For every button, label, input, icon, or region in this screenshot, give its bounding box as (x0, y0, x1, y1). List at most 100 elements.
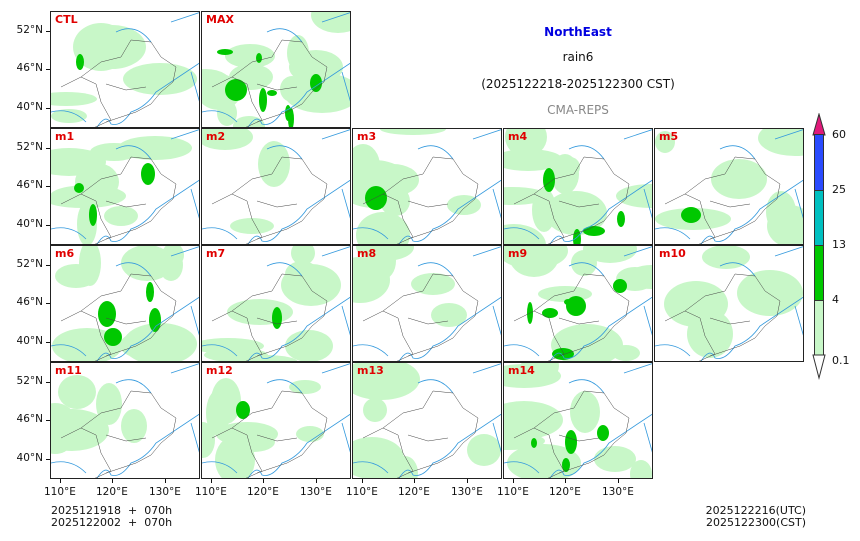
colorbar-label: 25 (832, 183, 846, 196)
colorbar-0.1-4 (814, 300, 824, 356)
model-title: CMA-REPS (547, 103, 609, 117)
x-tick-label: 120°E (549, 486, 581, 498)
rain-area-light (51, 438, 69, 454)
map (353, 129, 501, 244)
y-tick (46, 148, 50, 149)
ensemble-map-panel: m11 (50, 362, 200, 479)
panel-label: CTL (55, 13, 78, 26)
rain-area-heavy (74, 183, 84, 193)
map (51, 12, 199, 127)
x-tick (263, 479, 264, 483)
province-borders (211, 39, 328, 127)
ensemble-map-panel: MAX (201, 11, 351, 128)
rain-area-heavy (225, 79, 247, 101)
rain-area-heavy (562, 458, 570, 472)
rain-area-light (507, 444, 581, 478)
rain-area-light (612, 345, 640, 361)
x-tick-label: 130°E (451, 486, 483, 498)
y-tick-label: 52°N (16, 375, 43, 387)
init-cst: 2025122002 + 070h (51, 516, 173, 529)
colorbar-4-13 (814, 245, 824, 301)
coastline (202, 246, 350, 361)
rain-area-heavy (542, 308, 558, 318)
y-tick-label: 52°N (16, 141, 43, 153)
rain-area-heavy (617, 211, 625, 227)
province-borders (211, 156, 328, 244)
rain-area-light (123, 323, 197, 361)
rain-area-light (758, 129, 803, 156)
ensemble-map-panel: m13 (352, 362, 502, 479)
x-tick (165, 479, 166, 483)
province-borders (60, 390, 177, 478)
province-borders (513, 273, 630, 361)
rain-area-light (545, 191, 607, 235)
ensemble-map-panel: m8 (352, 245, 502, 362)
ensemble-map-panel: m10 (654, 245, 804, 362)
rain-area-light (51, 148, 106, 176)
rain-area-light (73, 23, 129, 71)
rain-area-light (363, 398, 387, 422)
rain-area-light (51, 92, 97, 106)
y-tick (46, 69, 50, 70)
x-tick-label: 110°E (497, 486, 529, 498)
y-tick-label: 46°N (16, 62, 43, 74)
panel-label: m13 (357, 364, 384, 377)
y-tick (46, 186, 50, 187)
rain-area-light (504, 224, 546, 244)
y-tick (46, 303, 50, 304)
x-tick (316, 479, 317, 483)
y-tick-label: 40°N (16, 335, 43, 347)
rain-area-light (230, 218, 274, 234)
rain-area-heavy (217, 49, 233, 55)
rain-area-light (215, 436, 255, 478)
x-tick (211, 479, 212, 483)
y-tick (46, 382, 50, 383)
map (51, 129, 199, 244)
coastline (353, 129, 501, 244)
rain-area-light (655, 131, 675, 153)
rain-area-light (583, 246, 637, 263)
coastline (51, 12, 199, 127)
colorbar-25-60 (814, 134, 824, 191)
coastline (51, 129, 199, 244)
rain-area-light (51, 109, 87, 123)
panel-label: m3 (357, 130, 377, 143)
rain-area-light (711, 159, 767, 199)
rain-area-light (285, 330, 333, 361)
x-tick (467, 479, 468, 483)
rain-area-light (504, 246, 568, 269)
panel-label: m8 (357, 247, 377, 260)
rain-area-light (79, 246, 101, 286)
rain-area-heavy (288, 108, 294, 127)
rain-area-light (284, 73, 350, 113)
map (51, 246, 199, 361)
rain-area-light (594, 446, 636, 472)
rain-area-light (538, 286, 592, 302)
panel-label: m9 (508, 247, 528, 260)
valid-cst: 2025122300(CST) (706, 516, 806, 529)
x-tick-label: 120°E (247, 486, 279, 498)
coastline (51, 363, 199, 478)
rain-area-light (104, 206, 138, 226)
y-tick-label: 52°N (16, 258, 43, 270)
coastline (504, 363, 652, 478)
ensemble-map-panel: m5 (654, 128, 804, 245)
rain-area-heavy (272, 307, 282, 329)
panel-label: m10 (659, 247, 686, 260)
ensemble-map-panel: m14 (503, 362, 653, 479)
rain-area-light (687, 310, 733, 358)
rain-area-heavy (370, 202, 382, 210)
panel-label: m7 (206, 247, 226, 260)
coastline (504, 246, 652, 361)
province-borders (362, 156, 479, 244)
panel-label: m11 (55, 364, 82, 377)
rain-area-heavy (531, 438, 537, 448)
rain-area-heavy (681, 207, 701, 223)
rain-area-light (616, 184, 652, 208)
panel-label: m14 (508, 364, 535, 377)
rain-area-light (96, 383, 122, 425)
rain-area-heavy (583, 226, 605, 236)
coastline (202, 12, 350, 127)
map (504, 129, 652, 244)
